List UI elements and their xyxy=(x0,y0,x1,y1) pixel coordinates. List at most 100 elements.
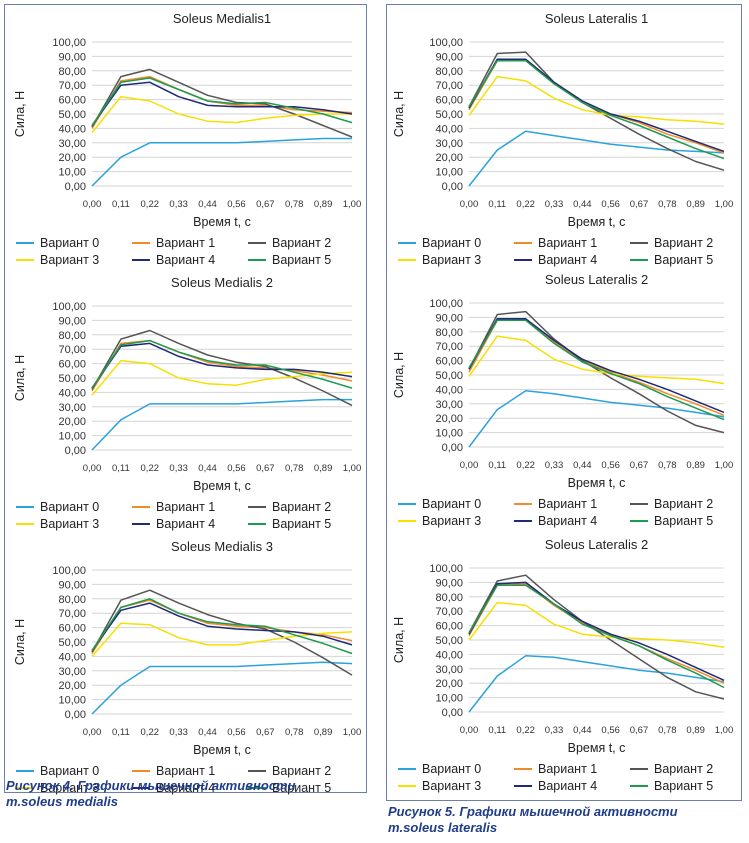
x-tick-label: 0,44 xyxy=(198,199,217,210)
x-tick-label: 0,44 xyxy=(573,725,592,736)
figure-5-caption-line1: Рисунок 5. Графики мышечной активности xyxy=(388,804,678,819)
x-tick-label: 0,78 xyxy=(285,199,304,210)
legend-label-3: Вариант 3 xyxy=(422,253,481,267)
x-tick-label: 0,78 xyxy=(285,463,304,474)
x-tick-label: 0,33 xyxy=(169,199,188,210)
x-tick-label: 0,00 xyxy=(83,727,102,738)
y-axis-label: Сила, Н xyxy=(13,619,27,665)
y-tick-label: 50,00 xyxy=(58,109,86,121)
y-tick-label: 80,00 xyxy=(435,66,463,78)
x-tick-label: 0,11 xyxy=(488,199,506,210)
series-line-5 xyxy=(91,598,353,655)
y-tick-label: 100,00 xyxy=(429,563,463,575)
y-axis-label: Сила, Н xyxy=(13,355,27,401)
y-tick-label: 20,00 xyxy=(58,680,86,692)
chart-title: Soleus Lateralis 2 xyxy=(545,537,648,552)
x-tick-label: 0,44 xyxy=(573,199,592,210)
y-tick-label: 90,00 xyxy=(435,51,463,63)
legend-label-5: Вариант 5 xyxy=(272,781,331,795)
series-line-3 xyxy=(468,335,725,385)
legend-label-4: Вариант 4 xyxy=(156,253,215,267)
chart-svg: Soleus Lateralis 2 0,00 10,00 20,00 30,00 40,… xyxy=(392,272,733,528)
y-tick-label: 40,00 xyxy=(58,387,86,399)
y-tick-label: 20,00 xyxy=(58,152,86,164)
x-tick-label: 0,11 xyxy=(488,460,506,471)
x-tick-label: 0,22 xyxy=(141,727,160,738)
y-tick-label: 70,00 xyxy=(58,608,86,620)
legend-label-0: Вариант 0 xyxy=(422,497,481,511)
y-tick-label: 40,00 xyxy=(58,123,86,135)
y-tick-label: 10,00 xyxy=(435,167,463,179)
y-axis-label: Сила, Н xyxy=(392,352,406,398)
figure-5-caption-line2: m.soleus lateralis xyxy=(388,820,498,835)
x-tick-label: 0,56 xyxy=(227,199,246,210)
figure-4-caption: Рисунок 4. Графики мышечной активности m… xyxy=(6,778,366,810)
y-tick-label: 60,00 xyxy=(435,95,463,107)
series-line-5 xyxy=(468,584,725,689)
y-tick-label: 80,00 xyxy=(435,592,463,604)
x-tick-label: 0,33 xyxy=(169,727,188,738)
x-tick-label: 0,56 xyxy=(601,460,620,471)
chart-soleus-lateralis-1: Soleus Lateralis 1 0,00 10,00 20,00 30,00 40,… xyxy=(386,6,742,268)
series-line-3 xyxy=(468,601,725,648)
y-tick-label: 70,00 xyxy=(435,80,463,92)
left-figure-frame xyxy=(4,4,367,793)
y-tick-label: 40,00 xyxy=(435,123,463,135)
x-axis-label: Время t, c xyxy=(568,741,626,755)
x-tick-label: 0,11 xyxy=(488,725,506,736)
series-line-4 xyxy=(91,342,353,389)
legend-label-2: Вариант 2 xyxy=(272,764,331,778)
series-line-5 xyxy=(468,59,725,160)
x-axis-label: Время t, c xyxy=(193,215,251,229)
series-line-3 xyxy=(468,75,725,125)
chart-svg: Soleus Medialis 2 0,00 10,00 20,00 30,00 40,0… xyxy=(13,275,361,531)
y-tick-label: 90,00 xyxy=(435,577,463,589)
legend-label-2: Вариант 2 xyxy=(272,236,331,250)
x-axis-label: Время t, c xyxy=(568,476,626,490)
y-tick-label: 10,00 xyxy=(435,428,463,440)
chart-title: Soleus Medialis1 xyxy=(173,11,271,26)
chart-title: Soleus Medialis 2 xyxy=(171,275,273,290)
x-tick-label: 0,22 xyxy=(516,199,535,210)
legend-label-5: Вариант 5 xyxy=(272,253,331,267)
x-tick-label: 0,56 xyxy=(601,199,620,210)
legend-label-5: Вариант 5 xyxy=(654,779,713,793)
x-tick-label: 0,67 xyxy=(630,199,649,210)
y-tick-label: 70,00 xyxy=(58,80,86,92)
x-tick-label: 0,44 xyxy=(198,463,217,474)
legend-label-3: Вариант 3 xyxy=(422,779,481,793)
x-tick-label: 0,56 xyxy=(601,725,620,736)
x-tick-label: 0,89 xyxy=(686,199,705,210)
y-tick-label: 60,00 xyxy=(58,359,86,371)
legend-label-2: Вариант 2 xyxy=(654,236,713,250)
legend-label-0: Вариант 0 xyxy=(422,762,481,776)
y-tick-label: 100,00 xyxy=(429,298,463,310)
x-tick-label: 0,78 xyxy=(658,199,677,210)
series-line-2 xyxy=(91,589,353,676)
x-tick-label: 0,00 xyxy=(460,460,479,471)
y-tick-label: 0,00 xyxy=(442,442,463,454)
chart-soleus-medialis-3: Soleus Medialis 3 0,00 10,00 20,00 30,00 40,0… xyxy=(4,534,366,796)
series-line-0 xyxy=(91,137,352,187)
x-axis-label: Время t, c xyxy=(568,215,626,229)
y-tick-label: 70,00 xyxy=(435,341,463,353)
chart-soleus-medialis-2: Soleus Medialis 2 0,00 10,00 20,00 30,00 40,0… xyxy=(4,270,366,532)
y-tick-label: 0,00 xyxy=(442,707,463,719)
x-tick-label: 0,44 xyxy=(573,460,592,471)
x-tick-label: 0,11 xyxy=(112,727,130,738)
legend-label-4: Вариант 4 xyxy=(538,253,597,267)
x-tick-label: 0,22 xyxy=(141,199,160,210)
x-tick-label: 0,56 xyxy=(227,463,246,474)
series-line-4 xyxy=(91,602,353,652)
y-tick-label: 30,00 xyxy=(58,138,86,150)
y-tick-label: 90,00 xyxy=(58,51,86,63)
chart-soleus-medialis-1: Soleus Medialis1 0,00 10,00 20,00 30,00 40,00… xyxy=(4,6,366,268)
x-axis-label: Время t, c xyxy=(193,479,251,493)
figure-4-caption-line1: Рисунок 4. Графики мышечной активности xyxy=(6,778,296,793)
legend-label-1: Вариант 1 xyxy=(538,497,597,511)
series-line-5 xyxy=(468,319,725,421)
y-tick-label: 20,00 xyxy=(58,416,86,428)
y-tick-label: 20,00 xyxy=(435,152,463,164)
y-tick-label: 10,00 xyxy=(58,167,86,179)
y-tick-label: 80,00 xyxy=(58,594,86,606)
